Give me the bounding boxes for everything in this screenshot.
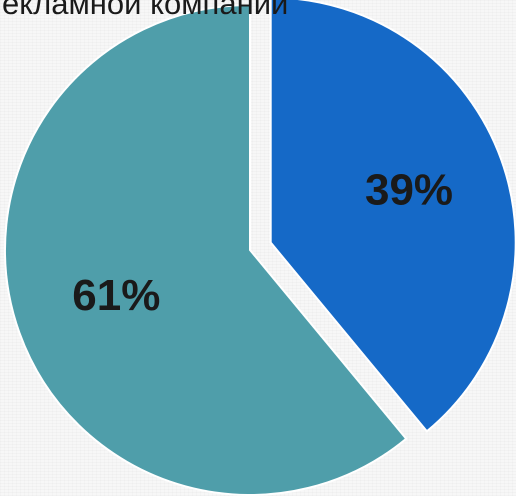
pie-slice-1 [269, 0, 516, 433]
pie-slices [4, 0, 516, 496]
pie-labels: 39% 61% [72, 165, 453, 319]
chart-title: екламной компании [2, 0, 289, 21]
slice-label-1: 39% [365, 165, 453, 214]
pie-slice-2 [4, 3, 408, 496]
slice-label-2: 61% [72, 271, 160, 320]
